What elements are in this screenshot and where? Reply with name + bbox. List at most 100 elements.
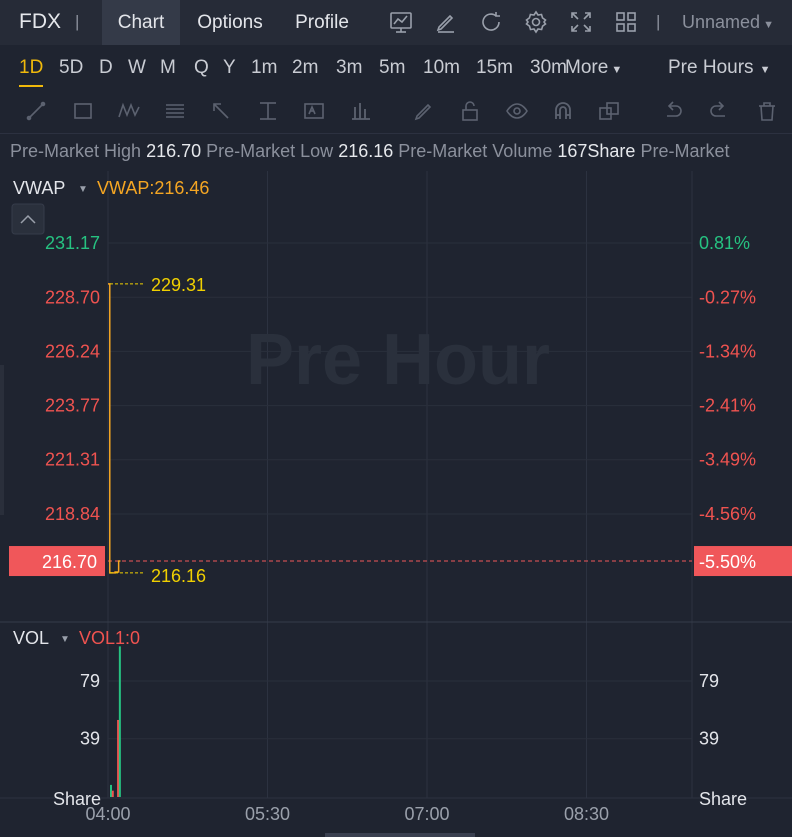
chevron-up-icon [20,214,36,224]
ticker-symbol[interactable]: FDX [19,10,61,33]
low-marker-label: 216.16 [151,566,206,586]
interval-30m[interactable]: 30m [530,57,566,78]
pct-tick-label: -0.27% [699,287,756,307]
vol-tick-label: 39 [80,729,100,749]
interval-5d[interactable]: 5D [59,57,84,78]
volume-bar [117,719,120,797]
layout-grid-icon[interactable] [614,10,638,34]
bars-icon[interactable] [349,99,373,123]
eye-icon[interactable] [505,99,529,123]
caret-down-icon[interactable]: ▼ [78,184,88,195]
clone-icon[interactable] [597,99,621,123]
caret-down-icon: ▼ [608,64,623,76]
volume-label: Pre-Market Volume [398,141,553,161]
price-tick-label: 221.31 [45,450,100,470]
magnet-icon[interactable] [551,99,575,123]
rectangle-icon[interactable] [71,99,95,123]
interval-10m[interactable]: 10m [423,57,460,78]
lock-icon[interactable] [458,99,482,123]
interval-m[interactable]: M [160,57,176,78]
volume-bar [110,784,112,797]
pct-tick-label: -4.56% [699,504,756,524]
price-tick-label: 231.17 [45,233,100,253]
redo-icon[interactable] [707,99,731,123]
caret-down-icon[interactable]: ▼ [60,634,70,645]
trend-line-icon[interactable] [24,99,48,123]
indicator-icon[interactable] [389,10,413,34]
separator: | [75,12,80,31]
high-value: 216.70 [146,141,202,161]
vol-unit-left: Share [53,789,101,809]
layout-name: Unnamed [682,12,761,32]
measure-icon[interactable] [256,99,280,123]
volume-bar [118,646,121,797]
session-dropdown[interactable]: Pre Hours ▼ [668,57,771,79]
interval-3m[interactable]: 3m [336,57,363,78]
chart-grid [0,171,792,798]
interval-5m[interactable]: 5m [379,57,406,78]
last-price-label: 216.70 [42,552,97,572]
draw-icon[interactable] [434,10,458,34]
session-label: Pre Hours [668,57,754,78]
vol-value: VOL1:0 [79,628,140,648]
volume-value: 167Share [557,141,636,161]
layout-dropdown[interactable]: Unnamed ▼ [682,12,774,33]
pencil-icon[interactable] [412,99,436,123]
active-interval-underline [19,85,43,87]
interval-y[interactable]: Y [223,57,236,78]
caret-down-icon: ▼ [760,19,774,31]
last-pct-badge [694,546,792,577]
separator-2: | [656,12,661,31]
collapse-button[interactable] [11,203,45,235]
interval-q[interactable]: Q [194,57,209,78]
settings-icon[interactable] [524,10,548,34]
fullscreen-icon[interactable] [569,10,593,34]
pct-tick-label: -3.49% [699,450,756,470]
tab-chart[interactable]: Chart [102,0,180,45]
pattern-icon[interactable] [117,99,141,123]
trash-icon[interactable] [755,99,779,123]
low-value: 216.16 [338,141,394,161]
price-tick-label: 223.77 [45,396,100,416]
drawing-toolbar [0,89,792,134]
arrow-icon[interactable] [209,99,233,123]
refresh-icon[interactable] [479,10,503,34]
caret-down-icon: ▼ [753,64,771,76]
vwap-value: VWAP:216.46 [97,178,209,198]
high-label: Pre-Market High [10,141,142,161]
pct-tick-label: 0.81% [699,233,750,253]
top-bar: FDX | Chart Options Profile | Unnamed ▼ [0,0,792,45]
time-tick-label: 05:30 [245,804,290,824]
interval-15m[interactable]: 15m [476,57,513,78]
interval-d[interactable]: D [99,57,113,78]
interval-2m[interactable]: 2m [292,57,319,78]
pct-tick-label: -1.34% [699,341,756,361]
vwap-indicator-label[interactable]: VWAP [13,178,65,198]
price-panel: 231.17 228.70 226.24 223.77 221.31 218.84 0.81… [9,233,792,586]
interval-bar: 1D 5D D W M Q Y 1m 2m 3m 5m 10m 15m 30m … [0,45,792,89]
time-tick-label: 04:00 [85,804,130,824]
tab-options[interactable]: Options [197,12,263,33]
price-chart[interactable]: Pre Hour VWAP ▼ VWAP:216.46 231.17 228.70… [0,171,792,837]
price-series-line [108,283,121,574]
time-tick-label: 07:00 [404,804,449,824]
vol-indicator-label[interactable]: VOL [13,628,49,648]
text-icon[interactable] [302,99,326,123]
fib-icon[interactable] [163,99,187,123]
side-panel-handle[interactable] [0,365,4,515]
vol-unit-right: Share [699,789,747,809]
horizontal-scrollbar[interactable] [325,833,475,837]
interval-w[interactable]: W [128,57,146,78]
interval-1m[interactable]: 1m [251,57,278,78]
tab-profile[interactable]: Profile [295,12,349,33]
premarket-info: Pre-Market High 216.70 Pre-Market Low 21… [10,141,729,162]
time-axis: 04:00 05:30 07:00 08:30 [85,804,609,824]
volume-panel: 79 79 39 39 [0,646,792,799]
extra-label: Pre-Market [640,141,730,161]
last-pct-label: -5.50% [699,552,756,572]
more-intervals-button[interactable]: More ▼ [565,57,622,79]
interval-1d[interactable]: 1D [19,57,44,78]
vol-tick-label-right: 39 [699,729,719,749]
last-price-badge [9,546,105,577]
undo-icon[interactable] [661,99,685,123]
